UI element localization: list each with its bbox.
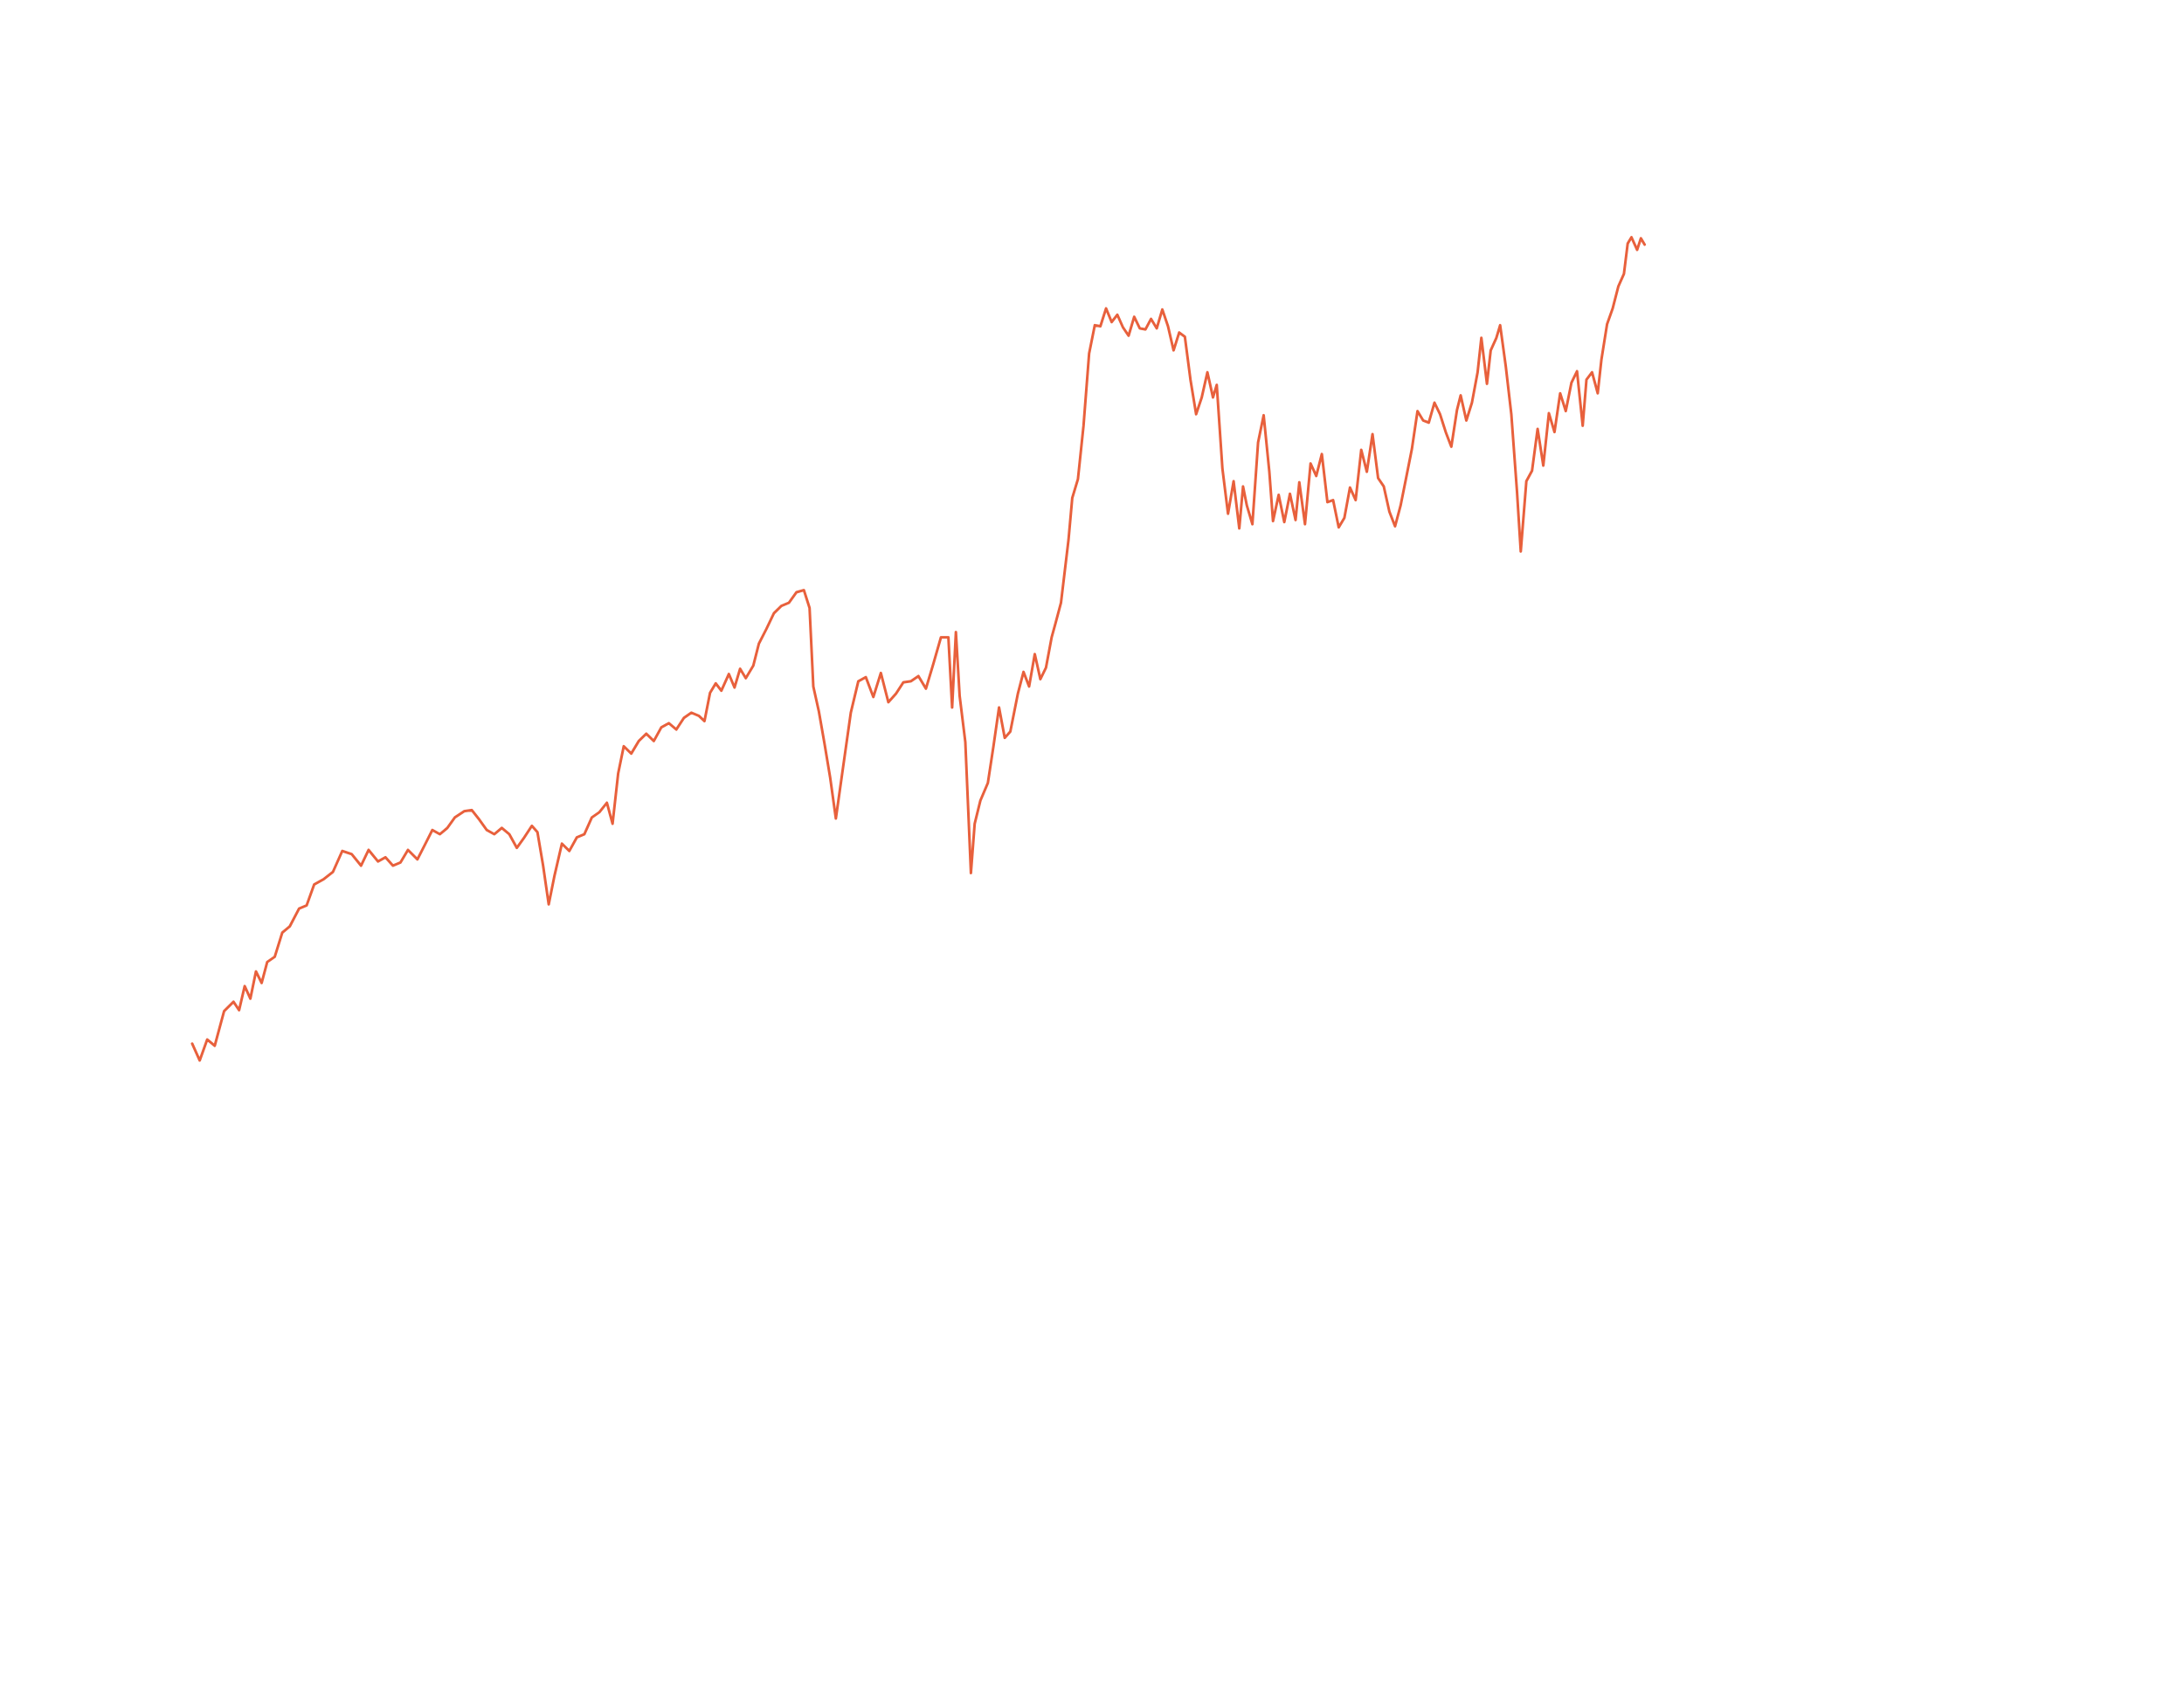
plot-area [190, 236, 1647, 1062]
series-line [190, 236, 1647, 1062]
